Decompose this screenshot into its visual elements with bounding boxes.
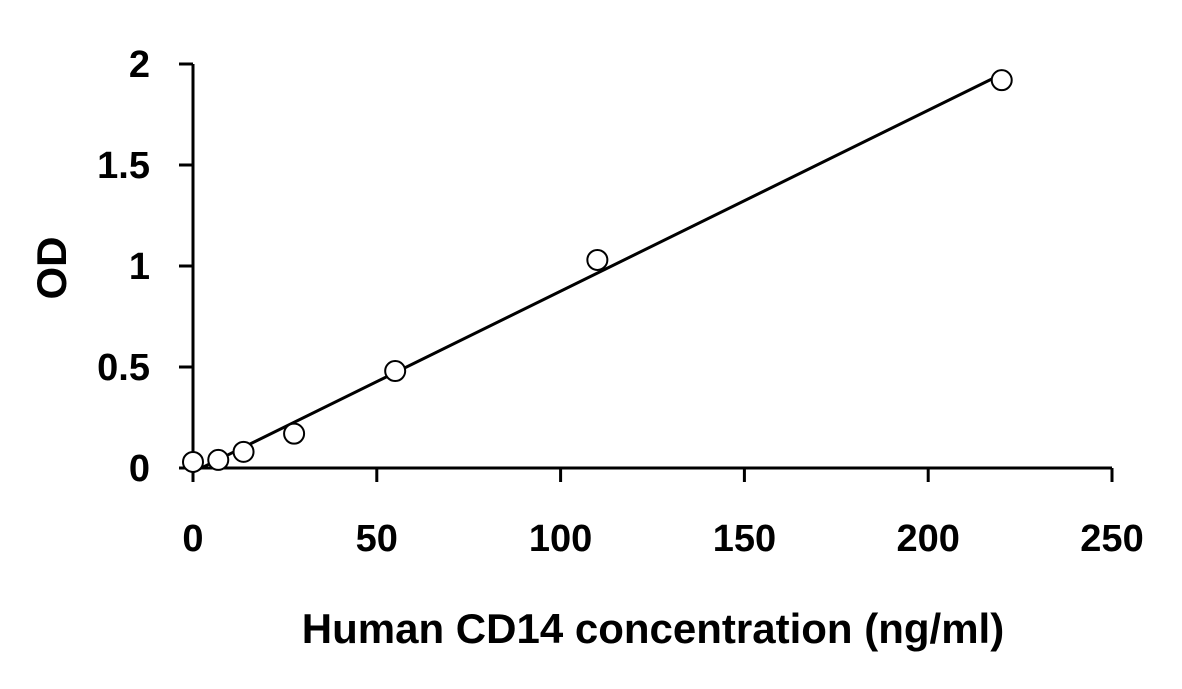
x-tick-label: 150	[713, 518, 776, 560]
axes	[191, 64, 1112, 470]
data-point	[990, 69, 1013, 92]
y-tick-label: 2	[129, 44, 150, 86]
x-axis-title: Human CD14 concentration (ng/ml)	[302, 605, 1004, 652]
y-axis-title: OD	[28, 237, 75, 300]
data-point	[384, 360, 407, 383]
x-axis-ticks: 0 50 100 150 200 250	[182, 468, 1144, 560]
data-points	[182, 69, 1013, 473]
x-tick-label: 0	[182, 518, 203, 560]
x-tick-label: 50	[356, 518, 398, 560]
fit-line-group	[192, 72, 1003, 474]
data-point	[182, 450, 204, 473]
data-point	[586, 248, 609, 271]
y-axis-ticks: 0 0.5 1 1.5 2	[97, 44, 193, 490]
y-tick-label: 0.5	[97, 347, 150, 389]
y-tick-label: 1	[129, 246, 150, 288]
data-point	[232, 440, 255, 463]
x-tick-label: 200	[896, 518, 959, 560]
x-tick-label: 100	[529, 518, 592, 560]
y-tick-label: 1.5	[97, 145, 150, 187]
x-tick-label: 250	[1080, 518, 1143, 560]
data-point	[207, 448, 230, 471]
fit-line	[192, 72, 1003, 474]
y-tick-label: 0	[129, 448, 150, 490]
data-point	[283, 422, 306, 445]
